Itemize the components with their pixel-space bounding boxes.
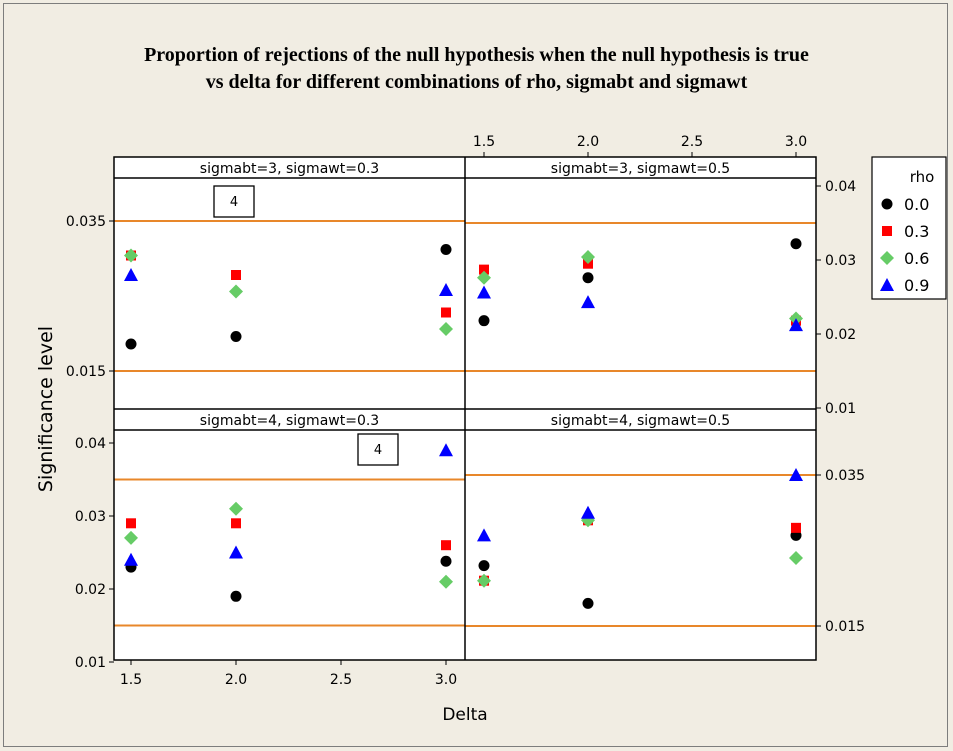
- panel-strip-label: sigmabt=4, sigmawt=0.3: [200, 413, 379, 429]
- data-point: [229, 545, 243, 559]
- data-point: [230, 331, 242, 342]
- chart-title-line-2: vs delta for different combinations of r…: [205, 71, 748, 93]
- data-point: [440, 555, 452, 567]
- data-point: [477, 285, 491, 299]
- y-tick-label: 0.015: [825, 619, 865, 635]
- x-tick-label: 2.0: [577, 134, 599, 150]
- y-tick-label: 0.015: [66, 364, 106, 380]
- data-point: [231, 518, 241, 529]
- y-tick-label: 0.01: [825, 401, 856, 417]
- data-point: [478, 560, 490, 572]
- panel-strip-label: sigmabt=4, sigmawt=0.5: [551, 413, 730, 429]
- annotation-label: 4: [374, 443, 382, 458]
- data-point: [126, 518, 136, 529]
- data-point: [581, 295, 595, 309]
- annotation-box: [213, 185, 255, 218]
- data-point: [441, 540, 451, 551]
- y-tick-label: 0.035: [825, 468, 865, 484]
- data-point: [581, 250, 595, 265]
- panel-strip-label: sigmabt=3, sigmawt=0.3: [200, 161, 379, 177]
- y-tick-label: 0.03: [75, 509, 106, 525]
- y-tick-label: 0.02: [825, 327, 856, 343]
- x-tick-label: 1.5: [120, 672, 142, 688]
- x-tick-label: 1.5: [473, 134, 495, 150]
- legend-marker-diamond: [880, 251, 894, 265]
- legend-label: 0.3: [904, 222, 929, 241]
- y-tick-label: 0.04: [825, 179, 856, 195]
- data-point: [124, 552, 138, 566]
- data-point: [789, 551, 803, 566]
- data-point: [124, 530, 138, 545]
- data-point: [229, 284, 243, 299]
- x-axis-label: Delta: [442, 705, 487, 725]
- data-point: [478, 315, 490, 327]
- data-point: [790, 238, 802, 250]
- y-axis-label: Significance level: [35, 326, 57, 492]
- data-point: [439, 574, 453, 589]
- x-tick-label: 2.0: [225, 672, 247, 688]
- data-point: [439, 443, 453, 457]
- data-point: [230, 590, 242, 602]
- data-point: [789, 468, 803, 481]
- chart-title-line-1: Proportion of rejections of the null hyp…: [144, 44, 809, 66]
- data-point: [581, 505, 595, 519]
- legend-title: rho: [910, 168, 935, 186]
- legend-label: 0.6: [904, 249, 929, 268]
- y-tick-label: 0.04: [75, 436, 106, 452]
- data-point: [582, 272, 594, 284]
- annotation-label: 4: [230, 195, 238, 210]
- x-tick-label: 3.0: [435, 672, 457, 688]
- data-point: [125, 338, 137, 350]
- x-tick-label: 3.0: [785, 134, 807, 150]
- data-point: [791, 522, 801, 533]
- legend-marker-triangle: [880, 278, 894, 291]
- data-point: [477, 270, 491, 285]
- data-point: [124, 268, 138, 281]
- y-tick-label: 0.02: [75, 582, 106, 598]
- annotation-box: [357, 433, 399, 466]
- x-tick-label: 2.5: [681, 134, 703, 150]
- data-point: [439, 283, 453, 296]
- data-point: [582, 597, 594, 609]
- data-point: [441, 307, 451, 318]
- data-point: [440, 244, 452, 255]
- data-point: [477, 573, 491, 588]
- data-point: [789, 318, 803, 332]
- data-point: [479, 264, 489, 275]
- data-point: [439, 322, 453, 336]
- legend-label: 0.0: [904, 195, 929, 214]
- y-tick-label: 0.035: [66, 214, 106, 230]
- legend-marker-circle: [881, 198, 893, 210]
- y-tick-label: 0.01: [75, 655, 106, 671]
- data-point: [477, 528, 491, 542]
- panel-strip-label: sigmabt=3, sigmawt=0.5: [551, 161, 730, 177]
- legend-label: 0.9: [904, 276, 929, 295]
- data-point: [229, 501, 243, 516]
- x-tick-label: 2.5: [330, 672, 352, 688]
- legend-marker-square: [882, 226, 892, 236]
- data-point: [231, 270, 241, 280]
- chart-frame: [3, 3, 948, 747]
- data-point: [124, 248, 138, 263]
- y-tick-label: 0.03: [825, 253, 856, 269]
